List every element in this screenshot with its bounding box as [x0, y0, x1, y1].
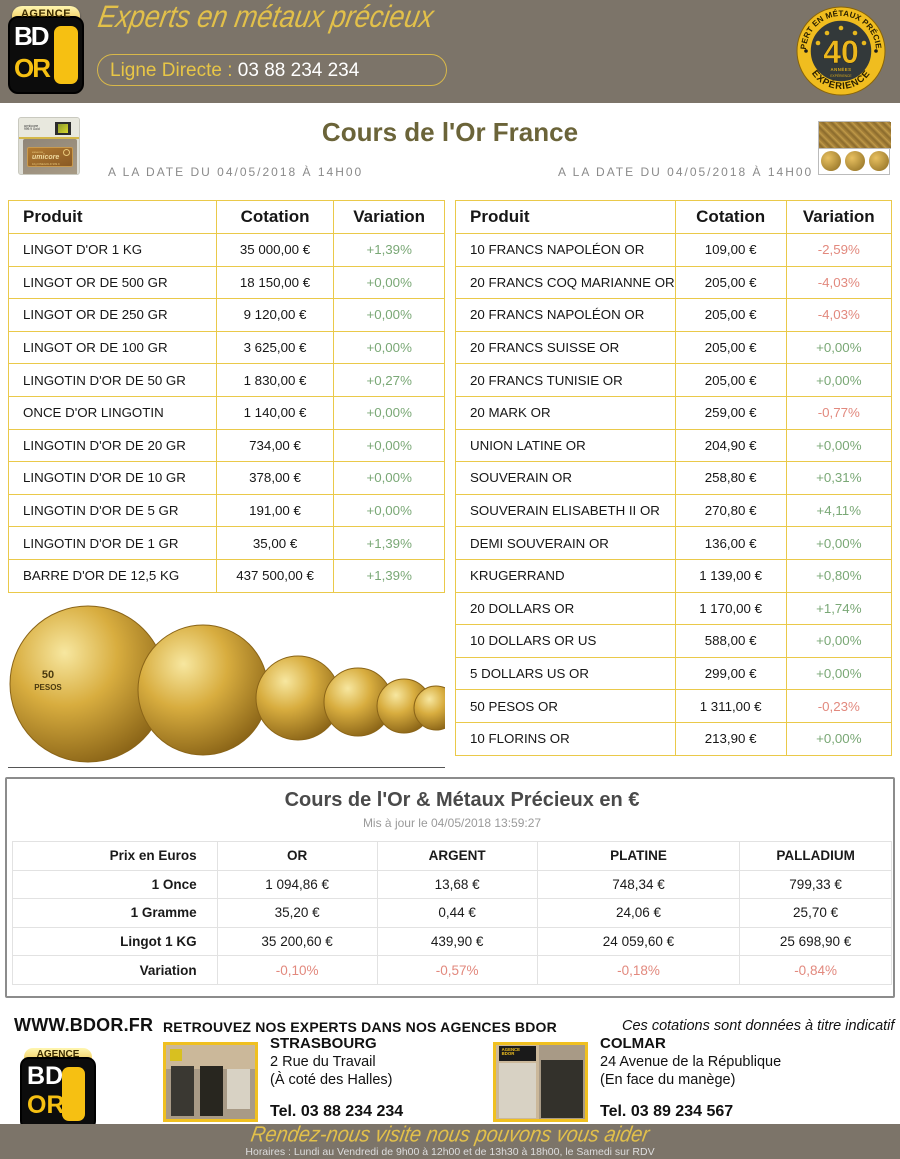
svg-text:50: 50 — [42, 669, 54, 681]
svg-text:40: 40 — [823, 34, 859, 70]
svg-text:ANNÉES: ANNÉES — [831, 67, 852, 72]
svg-text:EXPÉRIENCE: EXPÉRIENCE — [830, 73, 852, 78]
svg-text:PESOS: PESOS — [34, 683, 62, 692]
